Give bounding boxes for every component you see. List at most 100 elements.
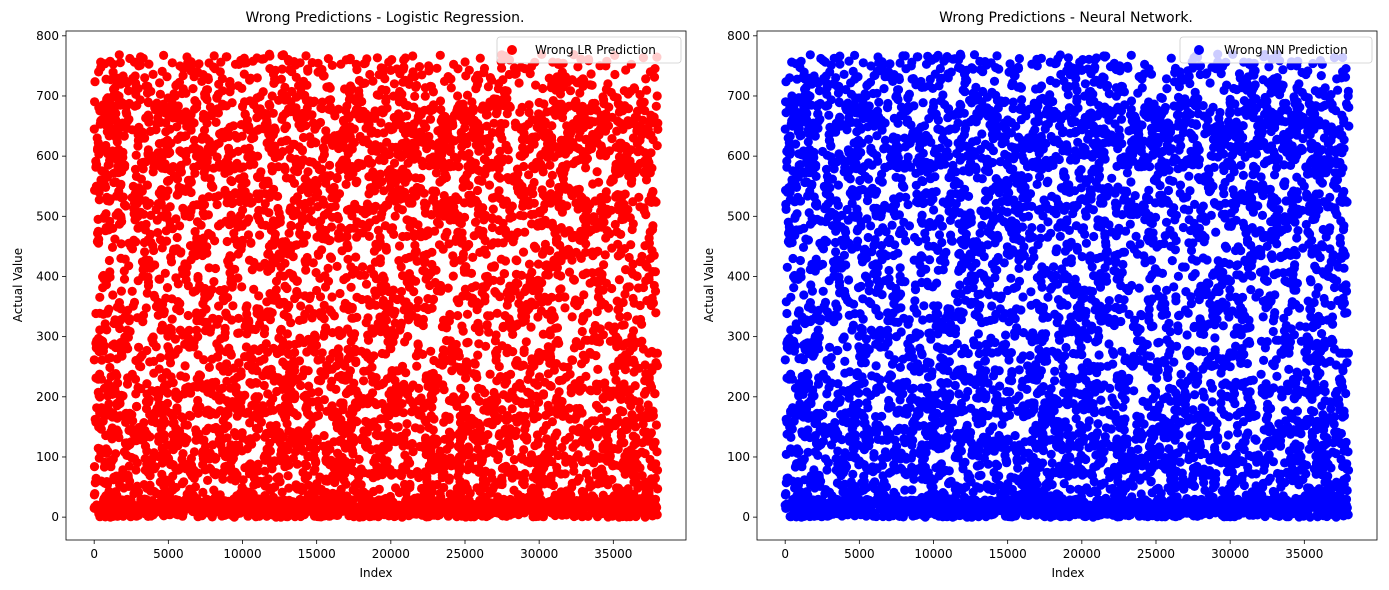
lr-scatter-point (494, 128, 504, 138)
lr-scatter-point (176, 371, 186, 381)
lr-scatter-point (127, 286, 137, 296)
lr-scatter-point (489, 94, 499, 104)
lr-scatter-point (359, 376, 369, 386)
lr-points (89, 49, 663, 522)
lr-scatter-point (171, 273, 181, 283)
lr-scatter-point (104, 457, 115, 467)
lr-scatter-point (340, 298, 350, 308)
lr-scatter-point (228, 301, 238, 311)
lr-scatter-point (116, 239, 126, 249)
lr-scatter-point (232, 158, 242, 168)
lr-scatter-point (184, 342, 194, 352)
lr-scatter-point (179, 477, 189, 487)
lr-scatter-point (98, 283, 108, 293)
lr-scatter-point (142, 345, 152, 356)
lr-scatter-point (155, 148, 165, 158)
lr-scatter-point (547, 218, 557, 228)
lr-scatter-point (148, 241, 158, 251)
lr-scatter-point (578, 270, 588, 280)
lr-scatter-point (408, 153, 418, 163)
lr-scatter-point (649, 196, 660, 206)
lr-scatter-point (152, 118, 162, 129)
lr-scatter-point (610, 368, 620, 378)
lr-scatter-point (598, 441, 608, 451)
lr-scatter-point (576, 253, 586, 263)
lr-scatter-point (616, 249, 626, 259)
lr-scatter-point (89, 355, 99, 365)
lr-scatter-point (153, 228, 163, 238)
lr-scatter-point (589, 458, 599, 468)
lr-scatter-point (492, 376, 502, 386)
lr-scatter-point (162, 398, 173, 408)
lr-scatter-point (488, 444, 498, 454)
lr-scatter-point (581, 163, 591, 173)
lr-scatter-point (490, 287, 500, 297)
lr-scatter-point (465, 488, 475, 498)
lr-scatter-point (162, 283, 173, 293)
lr-scatter-point (143, 150, 153, 160)
lr-scatter-point (471, 84, 481, 94)
lr-scatter-point (245, 378, 255, 388)
lr-scatter-point (505, 213, 515, 223)
lr-scatter-point (131, 150, 141, 160)
lr-scatter-point (461, 373, 471, 383)
lr-scatter-point (477, 384, 487, 394)
lr-scatter-point (350, 199, 360, 209)
lr-scatter-point (242, 115, 252, 125)
lr-scatter-point (528, 512, 538, 522)
lr-scatter-point (349, 124, 359, 134)
lr-scatter-point (140, 73, 150, 83)
lr-scatter-point (142, 379, 152, 389)
lr-scatter-point (279, 297, 289, 307)
lr-scatter-point (628, 259, 638, 269)
lr-scatter-point (592, 167, 602, 177)
lr-scatter-point (524, 100, 534, 110)
lr-scatter-point (100, 478, 110, 488)
lr-scatter-point (568, 442, 578, 452)
lr-scatter-point (306, 205, 316, 216)
lr-scatter-point (193, 350, 203, 360)
lr-scatter-point (402, 419, 412, 429)
lr-scatter-point (575, 155, 585, 165)
lr-scatter-point (297, 485, 307, 496)
lr-scatter-point (354, 395, 365, 405)
lr-scatter-point (180, 259, 190, 269)
lr-scatter-point (626, 267, 637, 277)
lr-scatter-point (396, 470, 406, 480)
lr-scatter-point (573, 62, 583, 72)
lr-scatter-point (359, 366, 369, 376)
lr-scatter-point (381, 245, 391, 255)
lr-scatter-point (212, 352, 222, 362)
lr-scatter-point (183, 175, 193, 185)
lr-scatter-point (525, 398, 535, 408)
lr-scatter-point (434, 219, 444, 229)
lr-scatter-point (247, 400, 257, 411)
lr-scatter-point (204, 362, 214, 372)
lr-scatter-point (397, 205, 407, 215)
lr-scatter-point (524, 259, 535, 269)
lr-scatter-point (192, 403, 203, 413)
lr-scatter-point (373, 225, 383, 235)
lr-scatter-point (511, 255, 521, 265)
lr-scatter-point (219, 296, 229, 306)
lr-scatter-point (91, 162, 101, 172)
lr-scatter-point (404, 282, 415, 292)
lr-scatter-point (165, 358, 176, 368)
lr-scatter-point (482, 102, 492, 112)
lr-scatter-point (104, 255, 114, 266)
lr-scatter-point (103, 160, 113, 170)
lr-scatter-point (362, 199, 372, 209)
lr-scatter-point (352, 292, 362, 302)
lr-scatter-point (446, 83, 456, 93)
lr-scatter-point (314, 402, 324, 412)
lr-scatter-point (412, 303, 422, 313)
lr-scatter-point (367, 362, 377, 372)
lr-scatter-point (175, 221, 185, 231)
lr-scatter-point (647, 412, 657, 422)
lr-scatter-point (428, 425, 438, 435)
lr-scatter-point (538, 189, 548, 200)
lr-scatter-point (591, 223, 602, 233)
lr-scatter-point (579, 290, 589, 300)
lr-scatter-point (371, 373, 381, 383)
